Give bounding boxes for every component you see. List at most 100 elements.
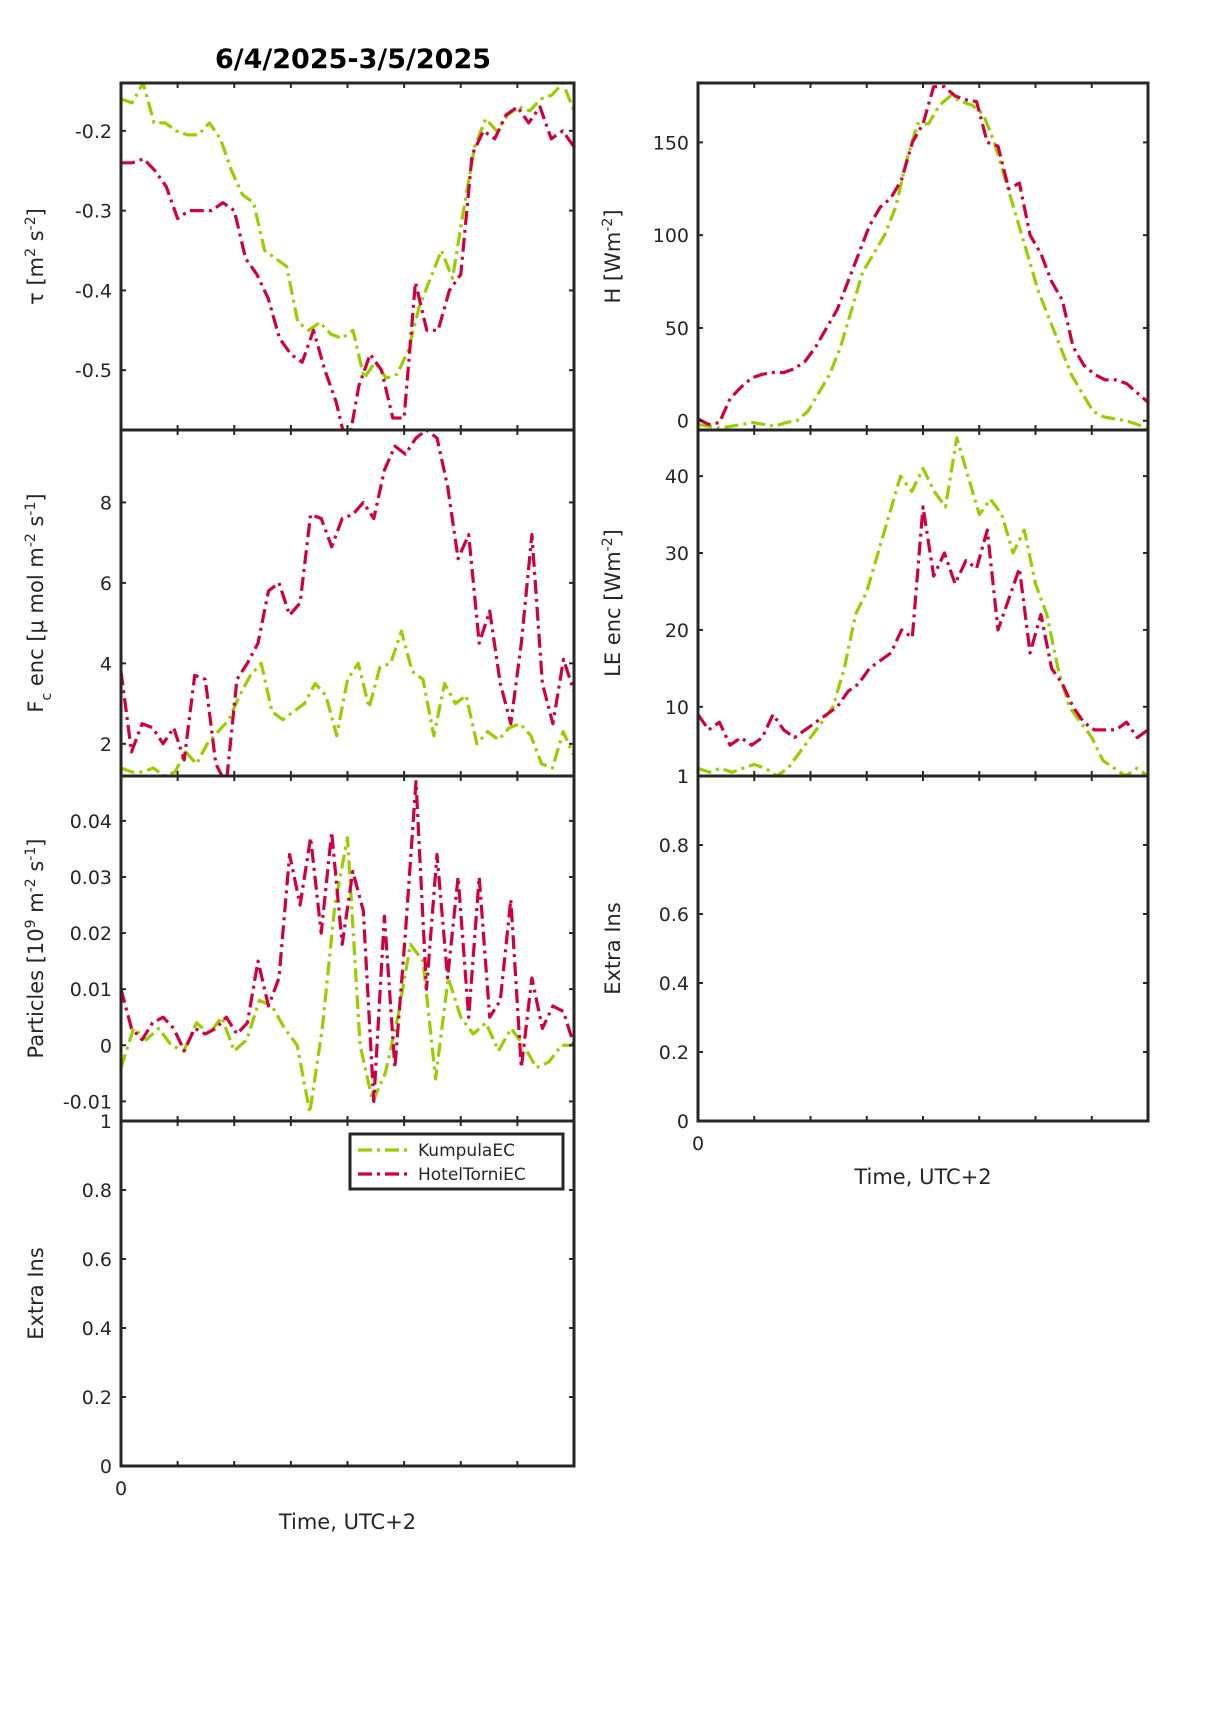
y-tick-label-tau-1: -0.4 xyxy=(75,280,112,302)
axes-frame-LE xyxy=(696,428,1150,778)
y-axis-label-LE: LE enc [Wm-2] xyxy=(600,529,625,677)
y-tick-label-extra_right-0: 0 xyxy=(677,1111,689,1133)
ticks-Fc: 2 4 6 8 xyxy=(100,430,574,776)
series-group-Particles xyxy=(121,779,574,1115)
axes-frame-Particles xyxy=(119,774,576,1123)
y-axis-label-part-Fc-mid: enc [μ mol m xyxy=(24,547,48,693)
y-tick-label-LE-1: 10 xyxy=(665,697,689,719)
axes-frame-extra_left xyxy=(119,1119,576,1468)
series-line-Particles-HotelTorniEC xyxy=(121,779,574,1104)
y-axis-label-part-Fc-sup1: -2 xyxy=(23,533,39,547)
y-axis-label-part-H-main: H [Wm xyxy=(601,232,625,304)
y-axis-label-part-Fc-mid2: s xyxy=(24,516,48,534)
y-axis-label-extra_right: Extra Ins xyxy=(601,902,625,995)
series-group-tau xyxy=(121,83,574,430)
series-line-LE-KumpulaEC xyxy=(698,436,1148,776)
y-axis-label-part-Particles-end: ] xyxy=(24,839,48,847)
y-axis-label-part-LE-sup1: -2 xyxy=(600,537,616,551)
y-axis-label-part-tau-sup1: 2 xyxy=(23,248,39,257)
series-line-tau-KumpulaEC xyxy=(121,83,574,380)
panel-Fc: 2 4 6 8 Fc enc [μ mol m-2 s-1] xyxy=(23,428,576,778)
y-tick-label-Fc-1: 4 xyxy=(100,653,112,675)
y-tick-label-LE-0: 1 xyxy=(677,766,689,788)
y-axis-label-part-extra_left-main: Extra Ins xyxy=(24,1247,48,1340)
y-tick-label-extra_right-1: 0.2 xyxy=(659,1042,689,1064)
y-axis-label-part-Particles-mid2: s xyxy=(24,861,48,879)
y-axis-label-part-Particles-sup2: -2 xyxy=(23,878,39,892)
y-tick-label-extra_right-4: 0.8 xyxy=(659,835,689,857)
y-tick-label-Fc-2: 6 xyxy=(100,573,112,595)
y-tick-label-tau-2: -0.3 xyxy=(75,201,112,223)
ticks-Particles: -0.01 0 0.01 0.02 0.03 0.04 xyxy=(63,776,574,1121)
y-axis-label-part-tau-sup2: -2 xyxy=(23,216,39,230)
y-tick-label-Fc-3: 8 xyxy=(100,492,112,514)
y-tick-label-LE-4: 40 xyxy=(665,466,689,488)
y-tick-label-extra_left-5: 1 xyxy=(100,1111,112,1133)
series-line-H-KumpulaEC xyxy=(698,94,1148,430)
y-tick-label-extra_left-2: 0.4 xyxy=(82,1318,112,1340)
y-axis-label-part-tau-main: τ [m xyxy=(24,257,48,305)
legend-label-HotelTorniEC: HotelTorniEC xyxy=(418,1165,526,1185)
y-axis-label-Fc: Fc enc [μ mol m-2 s-1] xyxy=(23,493,55,712)
y-axis-label-part-H-end: ] xyxy=(601,209,625,217)
y-tick-label-extra_left-3: 0.6 xyxy=(82,1249,112,1271)
series-line-Particles-KumpulaEC xyxy=(121,836,574,1115)
panel-tau: -0.5 -0.4 -0.3 -0.2 τ [m2 s-2] xyxy=(23,81,576,432)
y-tick-label-extra_right-3: 0.6 xyxy=(659,904,689,926)
y-tick-label-tau-0: -0.5 xyxy=(75,360,112,382)
y-axis-label-part-tau-mid: s xyxy=(24,230,48,248)
y-tick-label-Fc-0: 2 xyxy=(100,734,112,756)
axes-frame-Fc xyxy=(119,428,576,778)
legend: KumpulaEC HotelTorniEC xyxy=(348,1132,565,1191)
y-tick-label-Particles-2: 0.01 xyxy=(70,979,112,1001)
y-tick-label-tau-3: -0.2 xyxy=(75,121,112,143)
panel-H: 0 50 100 150 H [Wm-2] xyxy=(600,81,1150,433)
y-axis-label-part-LE-main: LE enc [Wm xyxy=(601,551,625,677)
panel-LE: 1 10 20 30 40 LE enc [Wm-2] xyxy=(600,428,1150,788)
axes-frame-H xyxy=(696,81,1150,432)
y-axis-label-part-Particles-main: Particles [10 xyxy=(24,928,48,1058)
y-axis-label-extra_left: Extra Ins xyxy=(24,1247,48,1340)
y-tick-label-Particles-4: 0.03 xyxy=(70,867,112,889)
y-tick-label-extra_left-4: 0.8 xyxy=(82,1180,112,1202)
ticks-extra_right: 0 0.2 0.4 0.6 0.8 1 xyxy=(659,766,1148,1133)
y-tick-label-LE-3: 30 xyxy=(665,543,689,565)
axes-frame-extra_right xyxy=(696,774,1150,1123)
y-axis-label-part-Fc-sub1: c xyxy=(39,693,55,701)
y-axis-label-part-extra_right-main: Extra Ins xyxy=(601,902,625,995)
series-line-Fc-HotelTorniEC xyxy=(121,430,574,776)
y-tick-label-LE-2: 20 xyxy=(665,620,689,642)
y-axis-label-part-LE-end: ] xyxy=(601,529,625,537)
y-tick-label-extra_right-2: 0.4 xyxy=(659,973,689,995)
panel-extra_right: 0 0.2 0.4 0.6 0.8 1 Extra Ins xyxy=(601,766,1150,1133)
series-group-H xyxy=(698,85,1148,430)
series-line-LE-HotelTorniEC xyxy=(698,505,1148,747)
y-tick-label-Particles-5: 0.04 xyxy=(70,811,112,833)
y-tick-label-Particles-0: -0.01 xyxy=(63,1091,112,1113)
figure-title: 6/4/2025-3/5/2025 xyxy=(215,44,491,75)
y-axis-label-tau: τ [m2 s-2] xyxy=(23,208,48,305)
series-line-H-HotelTorniEC xyxy=(698,85,1148,426)
legend-box xyxy=(348,1132,565,1191)
y-tick-label-extra_right-5: 1 xyxy=(677,766,689,788)
y-axis-label-part-Particles-sup1: 9 xyxy=(23,919,39,928)
panel-extra_left: 0 0.2 0.4 0.6 0.8 1 Extra Ins xyxy=(24,1111,576,1478)
x-tick-label-0-right: 0 xyxy=(692,1133,704,1155)
y-tick-label-extra_left-1: 0.2 xyxy=(82,1387,112,1409)
series-group-LE xyxy=(698,436,1148,776)
x-axis-label-left: Time, UTC+2 xyxy=(278,1510,416,1534)
y-axis-label-part-Fc-end: ] xyxy=(24,493,48,501)
y-tick-label-Particles-3: 0.02 xyxy=(70,923,112,945)
y-axis-label-part-Fc-main: F xyxy=(24,701,48,713)
x-axis-label-right: Time, UTC+2 xyxy=(853,1165,991,1189)
y-tick-label-Particles-1: 0 xyxy=(100,1035,112,1057)
panel-Particles: -0.01 0 0.01 0.02 0.03 0.04 Particles [109 m-2… xyxy=(23,774,576,1123)
y-axis-label-part-Fc-sup2: -1 xyxy=(23,502,39,516)
legend-label-KumpulaEC: KumpulaEC xyxy=(418,1141,515,1161)
y-tick-label-H-1: 50 xyxy=(665,318,689,340)
y-tick-label-H-2: 100 xyxy=(653,225,689,247)
y-axis-label-part-Particles-sup3: -1 xyxy=(23,847,39,861)
y-axis-label-H: H [Wm-2] xyxy=(600,209,625,303)
